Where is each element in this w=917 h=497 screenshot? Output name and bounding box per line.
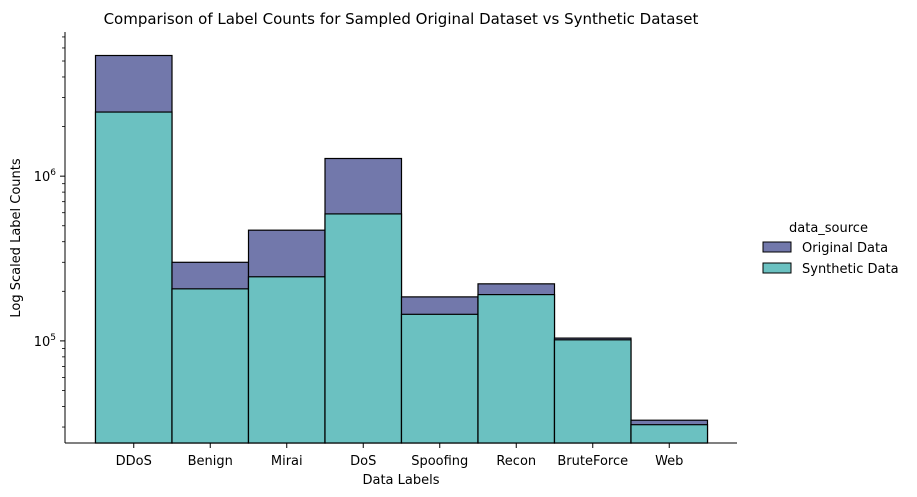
x-tick-label: Mirai	[271, 454, 303, 469]
y-axis-label: Log Scaled Label Counts	[9, 158, 24, 318]
x-tick-label: DDoS	[116, 454, 152, 469]
y-tick-label: 105	[34, 333, 56, 350]
x-tick-label: Benign	[188, 454, 233, 469]
x-tick-label: Recon	[496, 454, 536, 469]
bar-synthetic-benign	[171, 288, 250, 444]
legend: data_source Original Data Synthetic Data	[762, 221, 899, 277]
axes-layer: DDoS Benign Mirai DoS Spoofing Recon BruteForc…	[34, 32, 737, 469]
x-tick-label: DoS	[350, 454, 376, 469]
bar-synthetic-ddos	[94, 111, 173, 444]
bar-synthetic-spoofing	[400, 313, 479, 444]
bar-synthetic-mirai	[247, 276, 326, 444]
legend-title: data_source	[789, 221, 868, 236]
legend-label: Original Data	[802, 241, 888, 256]
y-tick-label: 106	[34, 168, 57, 185]
bar-synthetic-bruteforce	[553, 339, 632, 444]
x-tick-label: Spoofing	[411, 454, 468, 469]
x-tick-label: Web	[655, 454, 683, 469]
bar-synthetic-web	[630, 424, 709, 444]
bar-synthetic-dos	[324, 213, 403, 444]
bars-layer	[94, 54, 709, 444]
legend-label: Synthetic Data	[802, 262, 899, 277]
legend-swatch	[762, 262, 792, 274]
x-tick-label: BruteForce	[557, 454, 628, 469]
legend-swatch	[762, 241, 792, 253]
chart-title: Comparison of Label Counts for Sampled O…	[104, 10, 699, 28]
bar-synthetic-recon	[477, 293, 556, 444]
x-axis-label: Data Labels	[362, 473, 439, 488]
